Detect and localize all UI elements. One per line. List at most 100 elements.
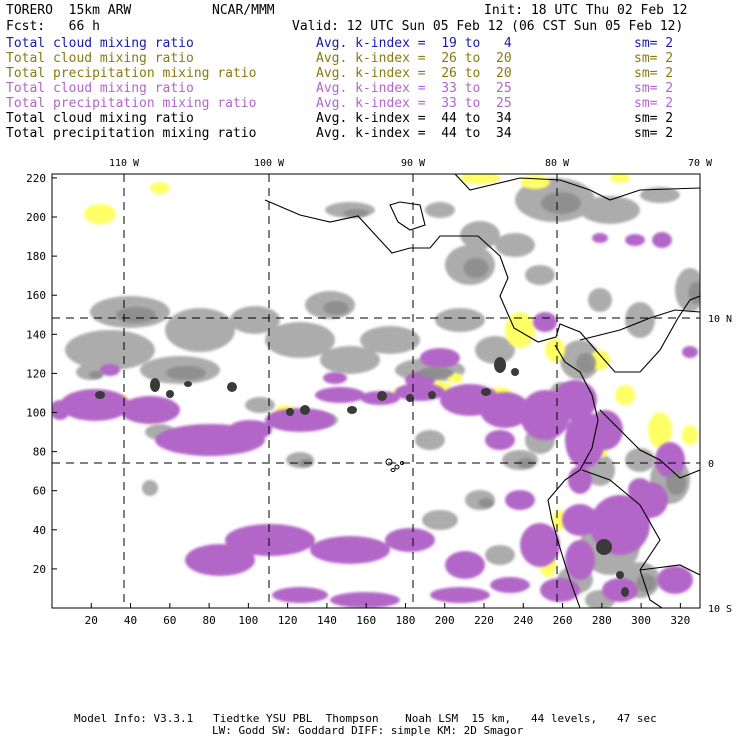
cloud-gray-cell (142, 480, 158, 496)
cloud-gray-cell (485, 545, 515, 565)
x-tick-label: 80 (202, 614, 215, 627)
precip-purple-cell (625, 234, 645, 246)
legend-field: Total precipitation mixing ratio (6, 126, 257, 141)
precip-yellow-cell (84, 204, 116, 224)
coastline (389, 201, 426, 231)
cloud-midgray-cell (478, 498, 494, 508)
cloud-dark-cell (300, 405, 310, 415)
cloud-gray-cell (425, 202, 455, 218)
y-tick-label: 140 (26, 328, 46, 341)
cloud-gray-cell (265, 322, 335, 358)
precip-purple-cell (480, 392, 530, 428)
precip-purple-cell (100, 364, 120, 376)
precip-purple-cell (225, 524, 315, 556)
x-tick-label: 300 (631, 614, 651, 627)
precip-yellow-cell (648, 412, 672, 448)
legend-row: Total precipitation mixing ratio Avg. k-i… (6, 66, 734, 81)
y-tick-label: 180 (26, 250, 46, 263)
organization: NCAR/MMM (212, 3, 275, 18)
legend-smoothing: sm= 2 (634, 96, 674, 111)
model-physics: LW: Godd SW: Goddard DIFF: simple KM: 2D… (212, 724, 524, 737)
legend-kindex: Avg. k-index = 19 to 4 (316, 36, 512, 51)
cloud-dark-cell (481, 388, 491, 396)
legend-kindex: Avg. k-index = 33 to 25 (316, 96, 512, 111)
legend-row: Total cloud mixing ratio Avg. k-index = 3… (6, 81, 734, 96)
legend-row: Total precipitation mixing ratio Avg. k-i… (6, 126, 734, 141)
precip-purple-cell (505, 490, 535, 510)
cloud-dark-cell (406, 394, 414, 402)
legend-row: Total cloud mixing ratio Avg. k-index = 4… (6, 111, 734, 126)
cloud-dark-cell (494, 357, 506, 373)
model-name: TORERO 15km ARW (6, 3, 132, 18)
coastline (547, 344, 599, 608)
precip-yellow-cell (682, 425, 698, 445)
precip-purple-cell (587, 410, 623, 450)
cloud-dark-cell (95, 391, 105, 399)
legend-smoothing: sm= 2 (634, 126, 674, 141)
cloud-gray-cell (245, 397, 275, 413)
precip-purple-cell (315, 387, 365, 403)
cloud-midgray-cell (688, 282, 700, 304)
cloud-gray-cell (580, 196, 640, 224)
x-tick-label: 280 (592, 614, 612, 627)
plot-frame (51, 173, 701, 609)
coastline (581, 469, 663, 608)
legend-field: Total cloud mixing ratio (6, 51, 194, 66)
precip-purple-cell (323, 372, 347, 384)
precip-purple-cell (602, 578, 638, 602)
y-tick-label: 80 (33, 446, 46, 459)
y-tick-label: 40 (33, 524, 46, 537)
cloud-gray-cell (422, 510, 458, 530)
x-tick-label: 240 (513, 614, 533, 627)
precip-purple-cell (592, 233, 608, 243)
precip-purple-cell (490, 577, 530, 593)
legend-field: Total cloud mixing ratio (6, 36, 194, 51)
precip-yellow-cell (545, 338, 565, 362)
precip-purple-cell (655, 442, 685, 478)
precip-purple-cell (533, 312, 557, 332)
latitude-label: 10 N (708, 314, 732, 325)
island (390, 468, 396, 472)
cloud-dark-cell (184, 381, 192, 387)
legend-row: Total precipitation mixing ratio Avg. k-i… (6, 96, 734, 111)
cloud-midgray-cell (463, 258, 489, 278)
precip-purple-cell (420, 348, 460, 368)
legend-smoothing: sm= 2 (634, 111, 674, 126)
legend-row: Total cloud mixing ratio Avg. k-index = 2… (6, 51, 734, 66)
cloud-gray-cell (65, 330, 155, 370)
precip-purple-cell (628, 478, 652, 502)
precip-purple-cell (553, 380, 597, 420)
coastline (579, 309, 700, 341)
cloud-midgray-cell (517, 458, 535, 468)
precip-purple-cell (657, 566, 693, 594)
y-tick-label: 160 (26, 289, 46, 302)
coastline (264, 199, 700, 373)
x-tick-label: 160 (356, 614, 376, 627)
coastlines (264, 174, 700, 608)
precip-yellow-cell (150, 182, 170, 194)
precip-purple-cell (682, 346, 698, 358)
cloud-dark-field (95, 357, 629, 597)
precip-purple-cell (430, 587, 490, 603)
cloud-gray-cell (640, 187, 680, 203)
precip-purple-cell (60, 389, 130, 421)
precip-purple-cell (540, 578, 580, 602)
cloud-gray-cell (360, 326, 420, 354)
cloud-midgray-cell (636, 574, 656, 592)
cloud-dark-cell (166, 390, 174, 398)
cloud-dark-cell (347, 406, 357, 414)
precip-purple-cell (120, 396, 180, 424)
x-tick-label: 180 (396, 614, 416, 627)
precip-purple-cell (385, 528, 435, 552)
cloud-midgray-cell (418, 367, 454, 379)
coastline (639, 564, 700, 576)
cloud-gray-cell (625, 448, 655, 472)
longitude-label: 100 W (254, 158, 285, 169)
precip-purple-cell (228, 420, 272, 440)
x-tick-label: 40 (124, 614, 137, 627)
cloud-midgray-field (89, 192, 700, 592)
cloud-gray-cell (320, 346, 380, 374)
cloud-dark-cell (428, 391, 436, 399)
legend-row: Total cloud mixing ratio Avg. k-index = 1… (6, 36, 734, 51)
